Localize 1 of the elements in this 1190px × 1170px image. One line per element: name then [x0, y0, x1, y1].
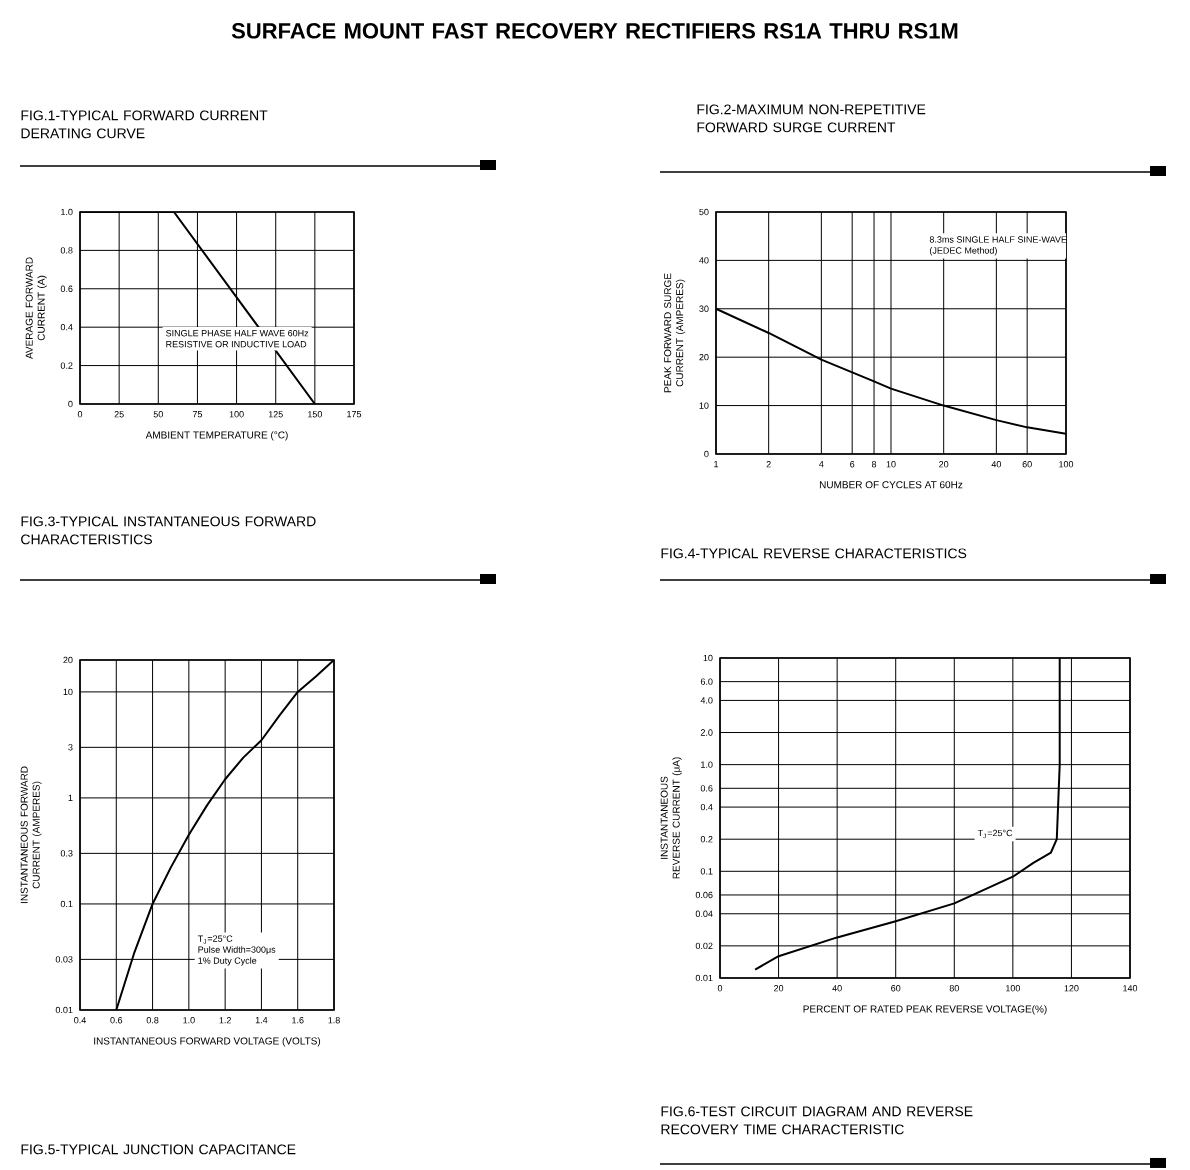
text: SURFACE MOUNT FAST RECOVERY RECTIFIERS RS1A THRU RS1M	[231, 23, 958, 39]
